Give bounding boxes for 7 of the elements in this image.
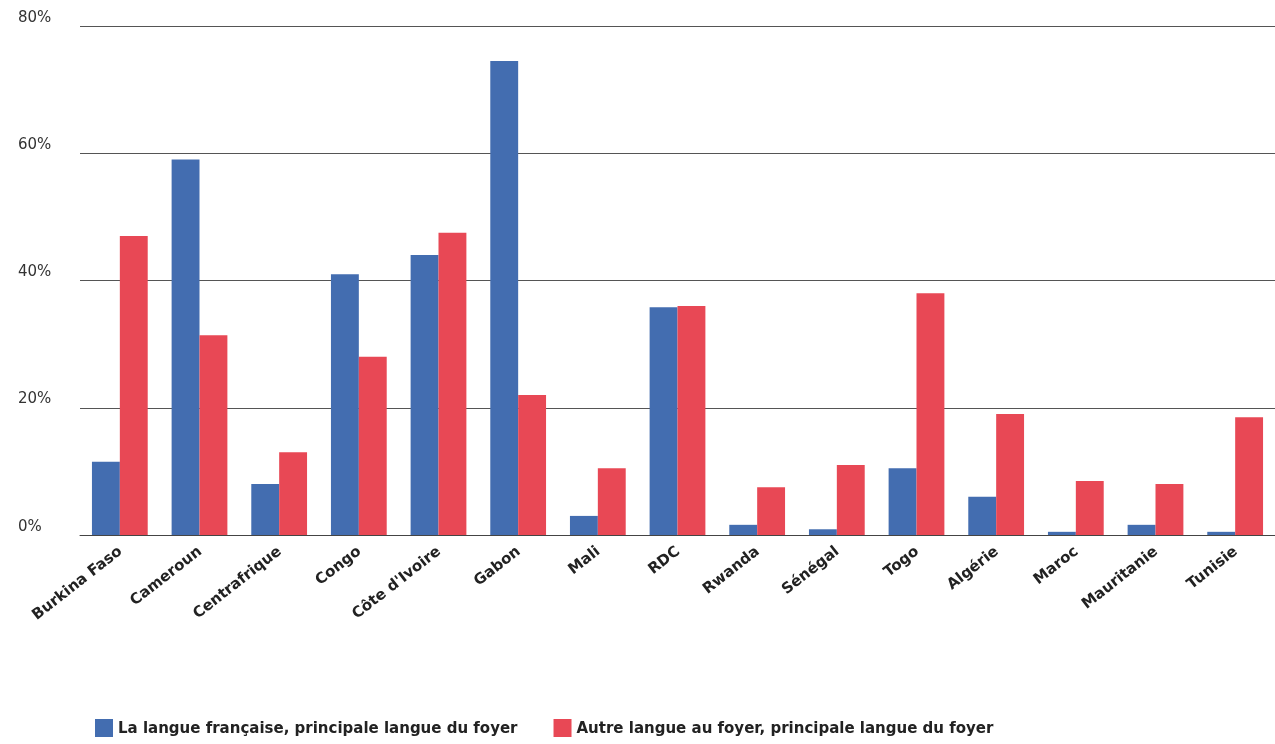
- y-tick-label: 40%: [18, 262, 52, 280]
- y-tick-label: 60%: [18, 134, 52, 153]
- y-tick-label: 0%: [18, 516, 42, 535]
- legend-label: La langue française, principale langue du foyer: [118, 719, 519, 737]
- y-tick-label: 20%: [18, 389, 52, 408]
- y-tick-label: 80%: [18, 7, 52, 26]
- legend-label: Autre langue au foyer, principale langue du foyer: [576, 719, 994, 737]
